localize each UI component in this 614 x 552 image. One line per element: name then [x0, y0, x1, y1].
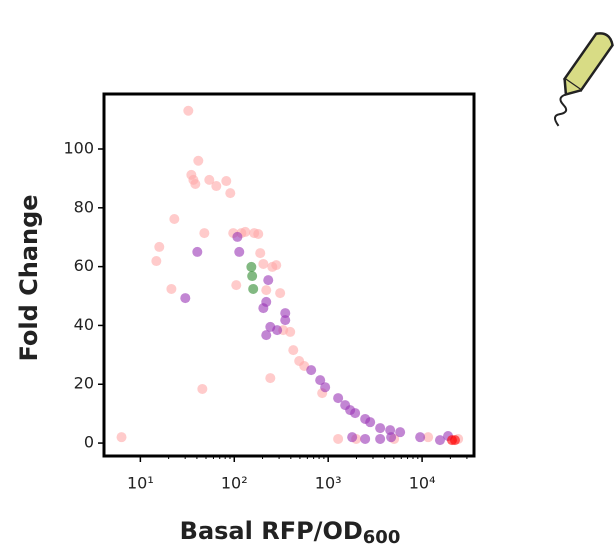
- y-tick-label: 0: [84, 433, 94, 452]
- point: [285, 326, 296, 337]
- point: [180, 293, 191, 304]
- point: [225, 188, 236, 199]
- point: [315, 375, 326, 386]
- point: [183, 105, 194, 116]
- point: [261, 330, 272, 341]
- point: [395, 427, 406, 438]
- point: [272, 325, 283, 336]
- point: [253, 228, 264, 239]
- point: [166, 283, 177, 294]
- point: [333, 433, 344, 444]
- point: [261, 285, 272, 296]
- point: [258, 258, 269, 269]
- point: [192, 246, 203, 257]
- point: [232, 231, 243, 242]
- point: [255, 248, 266, 259]
- point: [434, 435, 445, 446]
- point: [271, 260, 282, 271]
- point: [247, 271, 258, 282]
- point: [280, 315, 291, 326]
- x-tick-label: 10⁴: [409, 474, 436, 493]
- point: [386, 432, 397, 443]
- point: [263, 275, 274, 286]
- point: [234, 246, 245, 257]
- point: [258, 303, 269, 314]
- point: [193, 155, 204, 166]
- point: [320, 382, 331, 393]
- point: [415, 432, 426, 443]
- point: [347, 432, 358, 443]
- x-tick-label: 10¹: [127, 474, 154, 493]
- y-tick-label: 60: [74, 256, 94, 275]
- point: [116, 432, 127, 443]
- point: [151, 256, 162, 267]
- point: [169, 213, 180, 224]
- point: [288, 345, 299, 356]
- point: [190, 178, 201, 189]
- pencil-icon: [553, 32, 614, 127]
- point: [211, 181, 222, 192]
- point: [199, 228, 210, 239]
- x-axis-label: Basal RFP/OD600: [180, 517, 401, 548]
- point: [280, 308, 291, 319]
- point: [449, 435, 460, 446]
- y-tick-label: 80: [74, 197, 94, 216]
- x-tick-label: 10³: [315, 474, 342, 493]
- point: [231, 280, 242, 291]
- point: [240, 226, 251, 237]
- y-tick-label: 100: [63, 138, 94, 157]
- point: [248, 283, 259, 294]
- x-axis-label-subscript: 600: [363, 527, 401, 548]
- y-tick-label: 40: [74, 315, 94, 334]
- point: [375, 433, 386, 444]
- point: [197, 383, 208, 394]
- point: [154, 241, 165, 252]
- point: [350, 408, 361, 419]
- point: [333, 393, 344, 404]
- point: [221, 176, 232, 187]
- y-tick-label: 20: [74, 374, 94, 393]
- point: [246, 261, 257, 272]
- point: [306, 365, 317, 376]
- x-tick-label: 10²: [221, 474, 248, 493]
- point: [375, 423, 386, 434]
- point: [275, 288, 286, 299]
- point: [360, 433, 371, 444]
- plot-frame: [102, 92, 476, 458]
- point: [204, 174, 215, 185]
- point: [365, 417, 376, 428]
- x-axis-label-main: Basal RFP/OD: [180, 517, 363, 545]
- point: [423, 432, 434, 443]
- y-axis-label: Fold Change: [15, 194, 43, 361]
- point: [265, 373, 276, 384]
